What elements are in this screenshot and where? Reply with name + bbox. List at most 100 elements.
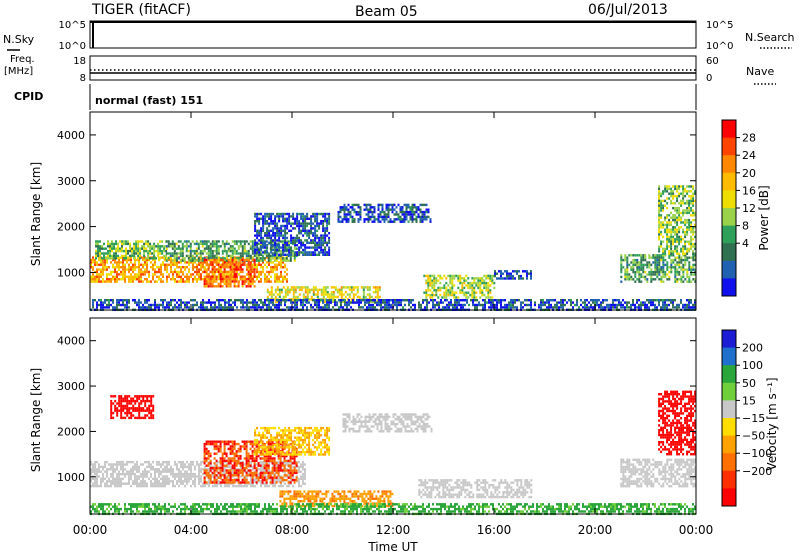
echo-cell [294, 227, 297, 230]
echo-cell [229, 277, 232, 281]
echo-cell [219, 285, 222, 288]
echo-cell [100, 268, 102, 271]
echo-cell [104, 477, 106, 481]
echo-cell [471, 277, 474, 280]
echo-cell [203, 268, 206, 271]
echo-cell [256, 215, 259, 218]
echo-cell [111, 240, 113, 243]
echo-cell [210, 303, 212, 307]
echo-cell [201, 249, 204, 253]
echo-cell [540, 306, 542, 309]
echo-cell [324, 293, 327, 296]
echo-cell [122, 301, 124, 304]
echo-cell [118, 475, 120, 478]
echo-cell [157, 245, 160, 248]
echo-cell [185, 247, 188, 250]
echo-cell [237, 263, 240, 266]
echo-cell [298, 224, 301, 228]
echo-cell [214, 270, 216, 274]
echo-cell [668, 250, 671, 253]
echo-cell [288, 251, 291, 254]
echo-cell [496, 272, 498, 275]
echo-cell [396, 301, 398, 304]
echo-cell [526, 274, 528, 278]
echo-cell [600, 303, 602, 307]
echo-cell [481, 277, 484, 280]
echo-cell [208, 258, 210, 262]
echo-cell [107, 242, 109, 246]
echo-cell [676, 194, 679, 198]
echo-cell [526, 299, 528, 302]
echo-cell [654, 273, 657, 276]
echo-cell [169, 245, 172, 248]
echo-cell [170, 303, 172, 307]
echo-cell [339, 210, 342, 214]
echo-cell [636, 306, 638, 309]
echo-cell [240, 301, 242, 304]
echo-cell [376, 293, 379, 296]
echo-cell [357, 206, 360, 209]
echo-cell [612, 301, 614, 304]
echo-cell [620, 266, 623, 269]
echo-cell [156, 480, 158, 483]
echo-cell [186, 303, 188, 307]
echo-cell [476, 306, 478, 309]
echo-cell [318, 222, 321, 225]
echo-cell [682, 192, 685, 195]
echo-cell [674, 194, 677, 198]
echo-cell [364, 301, 366, 304]
echo-cell [164, 268, 166, 271]
echo-cell [217, 249, 220, 253]
echo-cell [145, 240, 148, 243]
echo-cell [322, 248, 325, 252]
nsearch-tick-bottom: 10^0 [706, 41, 733, 52]
echo-cell [626, 261, 629, 264]
echo-cell [316, 291, 319, 294]
echo-cell [173, 252, 176, 255]
echo-cell [98, 258, 100, 262]
echo-cell [131, 252, 134, 255]
echo-cell [264, 212, 267, 216]
echo-cell [270, 241, 273, 244]
echo-cell [377, 206, 380, 209]
echo-cell [692, 256, 695, 259]
echo-cell [158, 463, 160, 466]
echo-cell [678, 192, 681, 195]
echo-cell [103, 252, 105, 255]
echo-cell [168, 468, 170, 471]
echo-cell [328, 232, 331, 235]
echo-cell [399, 215, 402, 219]
echo-cell [648, 270, 651, 274]
echo-cell [184, 266, 186, 269]
echo-cell [576, 301, 578, 304]
echo-cell [450, 299, 452, 302]
echo-cell [658, 261, 661, 264]
echo-cell [264, 273, 266, 276]
echo-cell [100, 280, 102, 283]
echo-cell [153, 245, 156, 248]
echo-cell [300, 212, 303, 216]
echo-cell [90, 263, 92, 266]
echo-cell [192, 263, 194, 266]
echo-cell [138, 261, 140, 264]
echo-cell [280, 270, 282, 274]
echo-cell [162, 475, 164, 478]
echo-cell [165, 240, 168, 243]
echo-cell [336, 291, 339, 294]
echo-cell [195, 254, 198, 258]
echo-cell [253, 280, 256, 283]
echo-cell [280, 234, 283, 237]
echo-cell [490, 306, 492, 309]
echo-cell [237, 257, 240, 260]
echo-cell [682, 199, 685, 203]
echo-cell [272, 293, 275, 296]
echo-cell [291, 254, 294, 258]
colorbar-swatch [722, 208, 736, 227]
echo-cell [142, 475, 144, 478]
echo-cell [145, 247, 148, 250]
echo-cell [427, 277, 430, 280]
echo-cell [96, 306, 98, 309]
echo-cell [218, 299, 220, 302]
echo-cell [666, 242, 669, 246]
echo-cell [240, 306, 242, 309]
